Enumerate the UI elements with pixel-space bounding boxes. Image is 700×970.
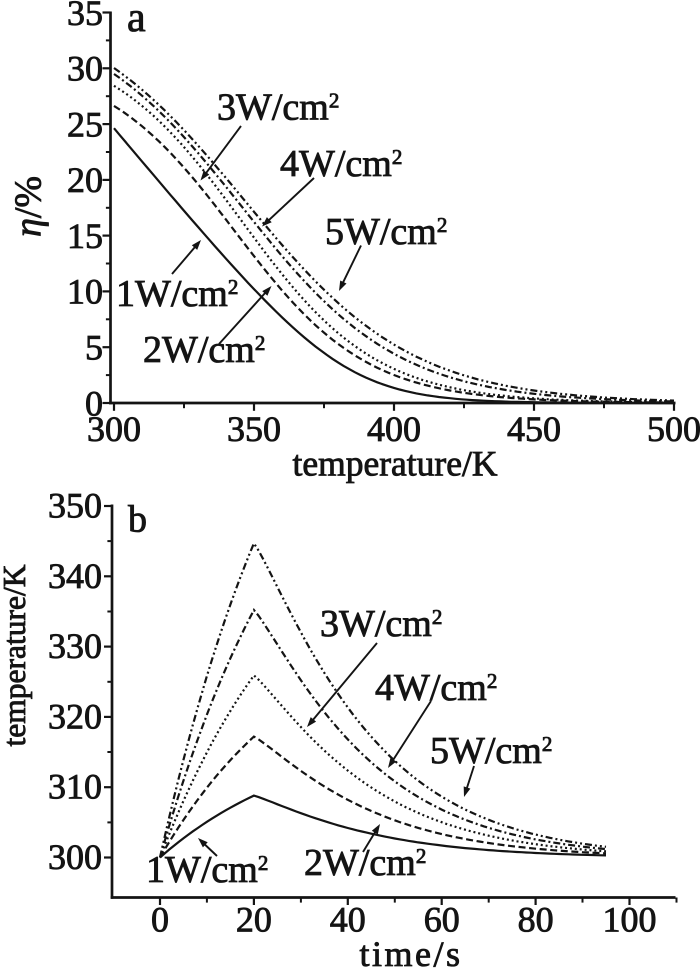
svg-text:450: 450 [507, 409, 561, 449]
svg-text:4W/cm2: 4W/cm2 [280, 143, 402, 185]
svg-text:340: 340 [48, 556, 102, 596]
svg-text:330: 330 [48, 626, 102, 666]
svg-text:5W/cm2: 5W/cm2 [325, 211, 447, 253]
svg-text:2W/cm2: 2W/cm2 [304, 842, 426, 884]
svg-text:b: b [128, 499, 147, 541]
svg-text:1W/cm2: 1W/cm2 [116, 273, 238, 315]
svg-text:5W/cm2: 5W/cm2 [430, 730, 552, 772]
svg-text:300: 300 [87, 409, 141, 449]
svg-text:1W/cm2: 1W/cm2 [146, 849, 268, 891]
svg-text:350: 350 [227, 409, 281, 449]
svg-text:400: 400 [367, 409, 421, 449]
svg-text:500: 500 [647, 409, 700, 449]
svg-text:30: 30 [67, 49, 103, 89]
svg-text:10: 10 [67, 272, 103, 312]
svg-text:a: a [127, 0, 146, 41]
svg-text:20: 20 [236, 899, 272, 939]
svg-text:60: 60 [424, 899, 460, 939]
svg-text:100: 100 [603, 899, 657, 939]
svg-text:5: 5 [85, 328, 103, 368]
svg-text:temperature/K: temperature/K [0, 564, 32, 746]
svg-text:2W/cm2: 2W/cm2 [143, 329, 265, 371]
svg-text:time/s: time/s [360, 934, 463, 970]
svg-text:80: 80 [518, 899, 554, 939]
svg-text:4W/cm2: 4W/cm2 [375, 667, 497, 709]
svg-text:3W/cm2: 3W/cm2 [320, 603, 442, 645]
svg-text:20: 20 [67, 160, 103, 200]
svg-text:η/%: η/% [7, 176, 49, 237]
svg-text:0: 0 [85, 383, 103, 423]
svg-text:300: 300 [48, 837, 102, 877]
svg-text:350: 350 [48, 486, 102, 526]
svg-text:0: 0 [151, 899, 169, 939]
svg-text:3W/cm2: 3W/cm2 [217, 87, 339, 129]
svg-text:40: 40 [330, 899, 366, 939]
svg-text:15: 15 [67, 216, 103, 256]
svg-text:35: 35 [67, 0, 103, 33]
svg-text:310: 310 [48, 767, 102, 807]
svg-text:320: 320 [48, 696, 102, 736]
svg-text:25: 25 [67, 104, 103, 144]
svg-text:temperature/K: temperature/K [292, 444, 497, 484]
